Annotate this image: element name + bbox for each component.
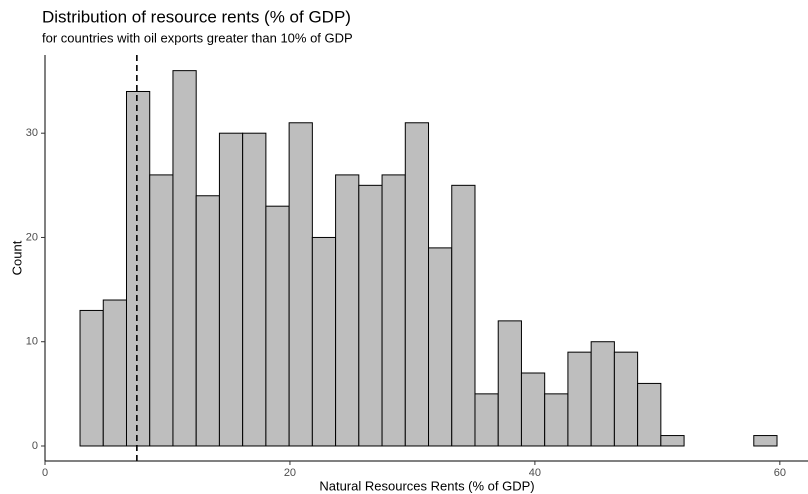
y-tick-label: 10 xyxy=(26,336,38,348)
bar xyxy=(102,299,127,447)
y-tick-label: 20 xyxy=(26,231,38,243)
x-tick-label: 40 xyxy=(529,467,541,479)
x-axis-label: Natural Resources Rents (% of GDP) xyxy=(319,478,534,493)
bar xyxy=(404,122,430,447)
bar xyxy=(79,309,104,447)
bar xyxy=(242,132,267,447)
bar xyxy=(567,351,592,447)
bar xyxy=(172,70,197,447)
bar xyxy=(195,195,220,447)
x-tick-label: 0 xyxy=(42,467,48,479)
bar xyxy=(637,382,662,447)
bar xyxy=(311,236,337,447)
bar xyxy=(520,372,546,447)
bar xyxy=(381,174,406,447)
x-tick-label: 60 xyxy=(774,467,786,479)
bar xyxy=(288,122,313,447)
bar xyxy=(218,132,244,447)
bar xyxy=(149,174,174,447)
bar xyxy=(265,205,290,447)
y-tick-label: 30 xyxy=(26,127,38,139)
y-tick-label: 0 xyxy=(32,440,38,452)
bar xyxy=(660,435,685,447)
bar xyxy=(753,435,778,447)
bar xyxy=(451,184,476,447)
chart-subtitle: for countries with oil exports greater t… xyxy=(42,30,353,45)
bar xyxy=(590,341,615,447)
bar xyxy=(474,393,499,447)
bar xyxy=(428,247,453,447)
bar xyxy=(613,351,639,447)
chart-title: Distribution of resource rents (% of GDP… xyxy=(42,7,351,26)
bar xyxy=(125,90,151,447)
bar xyxy=(358,184,383,447)
x-tick-label: 20 xyxy=(284,467,296,479)
bar xyxy=(335,174,360,447)
bar xyxy=(544,393,569,447)
bar xyxy=(497,320,522,447)
y-axis-label: Count xyxy=(9,240,24,275)
